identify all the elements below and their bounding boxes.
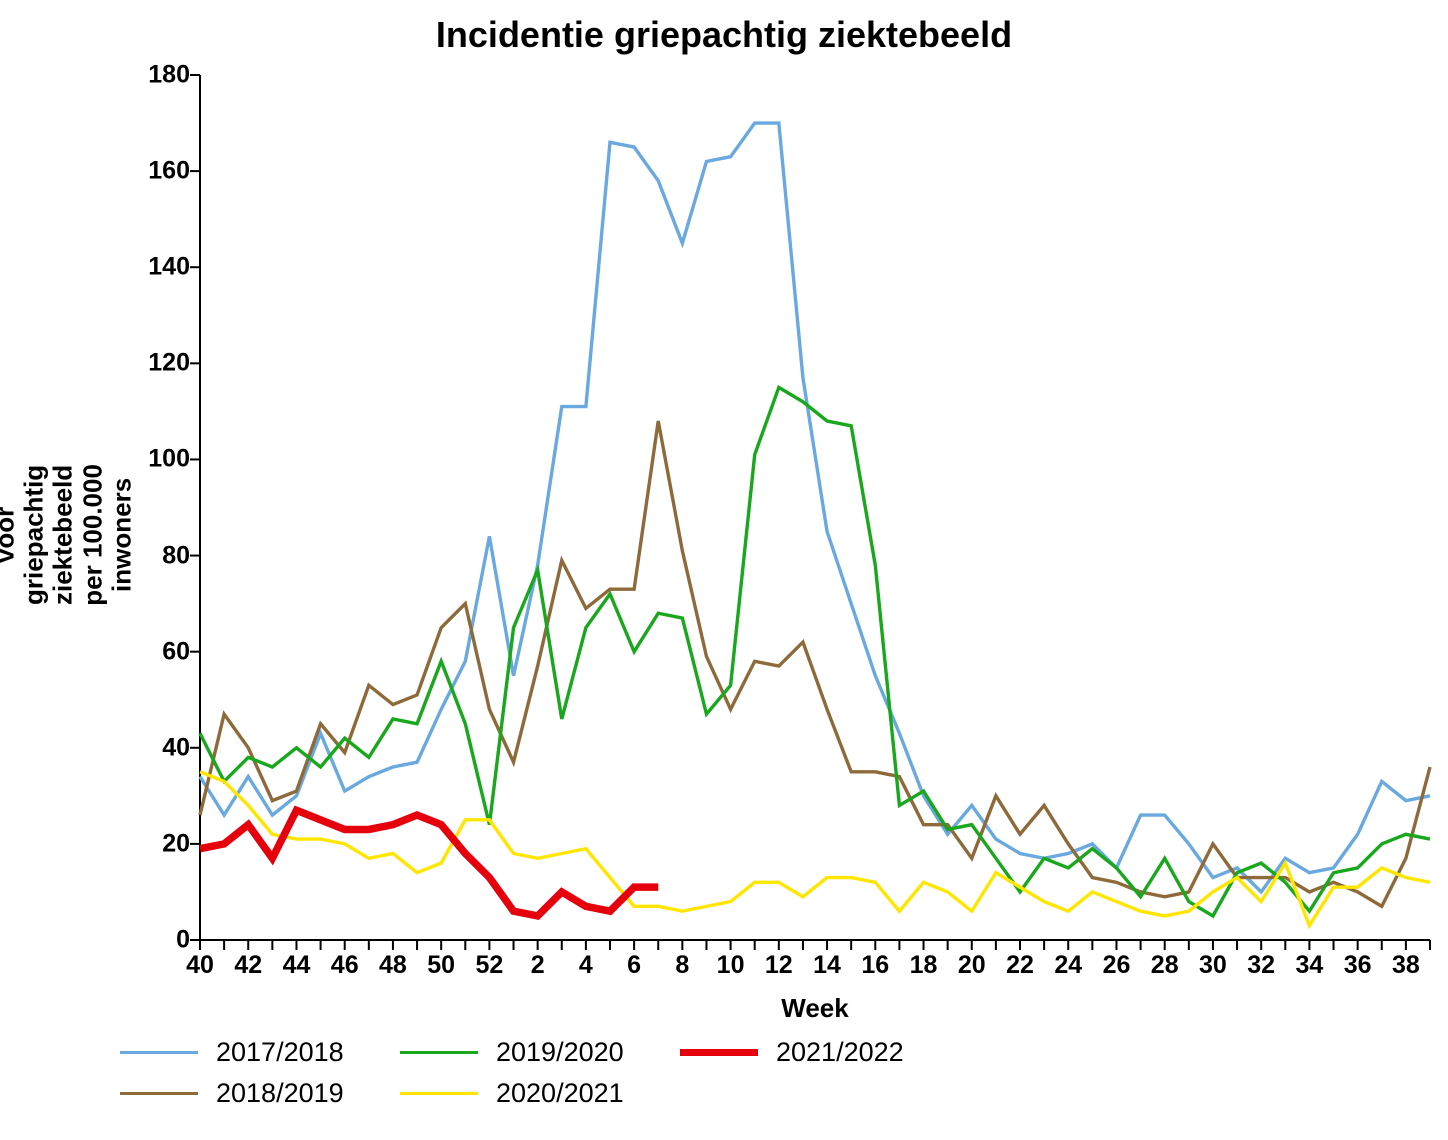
- x-tick-label: 2: [531, 951, 545, 980]
- legend-label: 2019/2020: [496, 1037, 624, 1068]
- x-tick-label: 32: [1247, 951, 1275, 980]
- x-tick-label: 48: [379, 951, 407, 980]
- legend-label: 2020/2021: [496, 1078, 624, 1109]
- x-tick-label: 46: [331, 951, 359, 980]
- x-tick-label: 4: [579, 951, 593, 980]
- legend-row: 2017/2018 2019/2020 2021/2022: [120, 1037, 1350, 1068]
- x-tick-label: 40: [186, 951, 214, 980]
- legend-line: [680, 1049, 758, 1056]
- chart-container: Incidentie griepachtig ziektebeeld Aanta…: [0, 0, 1448, 1140]
- legend-label: 2017/2018: [216, 1037, 344, 1068]
- series-2019-2020: [200, 387, 1430, 916]
- series-2021-2022: [200, 810, 658, 916]
- x-tick-label: 6: [627, 951, 641, 980]
- legend-item: 2017/2018: [120, 1037, 400, 1068]
- x-tick-label: 22: [1006, 951, 1034, 980]
- x-tick-label: 30: [1199, 951, 1227, 980]
- legend-row: 2018/2019 2020/2021: [120, 1078, 1350, 1109]
- x-tick-label: 24: [1054, 951, 1082, 980]
- chart-plot-area: [0, 0, 1448, 965]
- x-tick-label: 34: [1296, 951, 1324, 980]
- legend-line: [400, 1051, 478, 1054]
- x-tick-labels: 4042444648505224681012141618202224262830…: [200, 951, 1430, 991]
- legend: 2017/2018 2019/2020 2021/2022 2018/2019 2020…: [120, 1037, 1350, 1119]
- series-2018-2019: [200, 421, 1430, 906]
- x-tick-label: 20: [958, 951, 986, 980]
- x-tick-label: 26: [1103, 951, 1131, 980]
- x-tick-label: 42: [234, 951, 262, 980]
- x-tick-label: 18: [910, 951, 938, 980]
- legend-item: 2020/2021: [400, 1078, 680, 1109]
- x-tick-label: 14: [813, 951, 841, 980]
- x-tick-label: 12: [765, 951, 793, 980]
- x-tick-label: 8: [675, 951, 689, 980]
- legend-line: [120, 1051, 198, 1054]
- legend-label: 2018/2019: [216, 1078, 344, 1109]
- legend-label: 2021/2022: [776, 1037, 904, 1068]
- x-tick-label: 10: [717, 951, 745, 980]
- legend-item: 2018/2019: [120, 1078, 400, 1109]
- legend-item: 2021/2022: [680, 1037, 960, 1068]
- x-tick-label: 16: [861, 951, 889, 980]
- series-2020-2021: [200, 772, 1430, 926]
- x-tick-label: 28: [1151, 951, 1179, 980]
- x-tick-label: 50: [427, 951, 455, 980]
- legend-line: [120, 1092, 198, 1095]
- x-tick-label: 38: [1392, 951, 1420, 980]
- x-tick-label: 36: [1344, 951, 1372, 980]
- x-tick-label: 52: [476, 951, 504, 980]
- x-axis-label: Week: [200, 993, 1430, 1024]
- x-tick-label: 44: [283, 951, 311, 980]
- series-2017-2018: [200, 123, 1430, 892]
- legend-item: 2019/2020: [400, 1037, 680, 1068]
- legend-line: [400, 1092, 478, 1095]
